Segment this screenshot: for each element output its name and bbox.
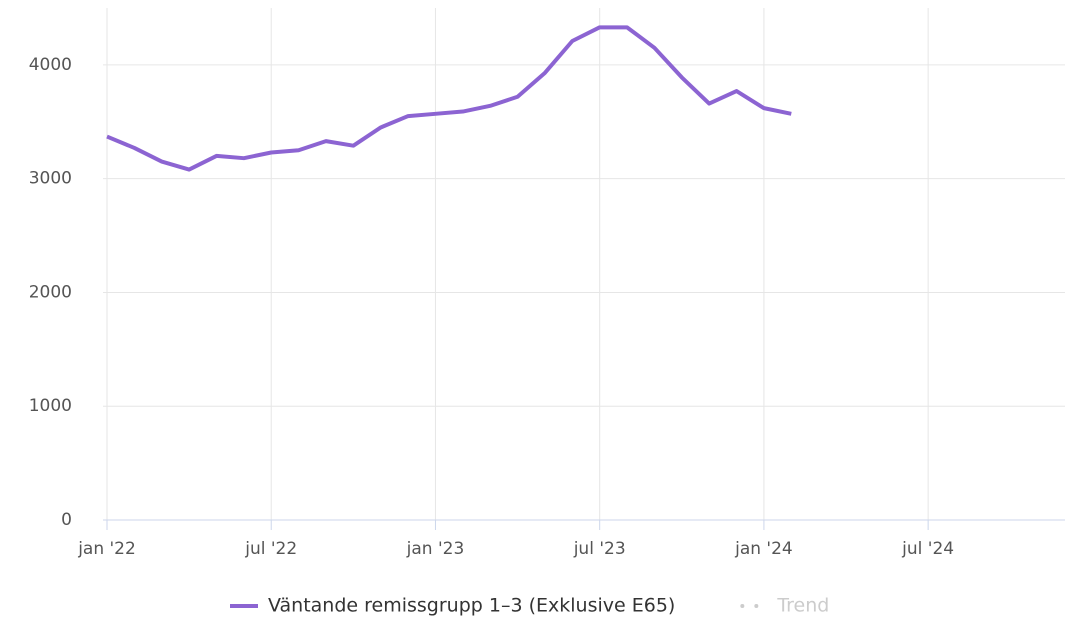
legend-symbol [740, 604, 745, 608]
y-tick-label: 3000 [29, 169, 72, 189]
x-tick-label: jul '23 [573, 539, 626, 559]
x-tick-label: jul '22 [244, 539, 297, 559]
y-tick-label: 1000 [29, 396, 72, 416]
y-tick-label: 4000 [29, 55, 72, 75]
data-line [106, 25, 792, 172]
y-tick-label: 2000 [29, 282, 72, 302]
x-tick-label: jan '24 [734, 539, 793, 559]
x-tick-label: jul '24 [901, 539, 954, 559]
x-tick-label: jan '22 [77, 539, 136, 559]
legend-symbol [754, 604, 759, 608]
legend-item[interactable]: Väntande remissgrupp 1–3 (Exklusive E65) [268, 595, 675, 617]
y-tick-label: 0 [61, 510, 72, 530]
legend-item[interactable]: Trend [776, 595, 829, 617]
x-tick-label: jan '23 [406, 539, 465, 559]
